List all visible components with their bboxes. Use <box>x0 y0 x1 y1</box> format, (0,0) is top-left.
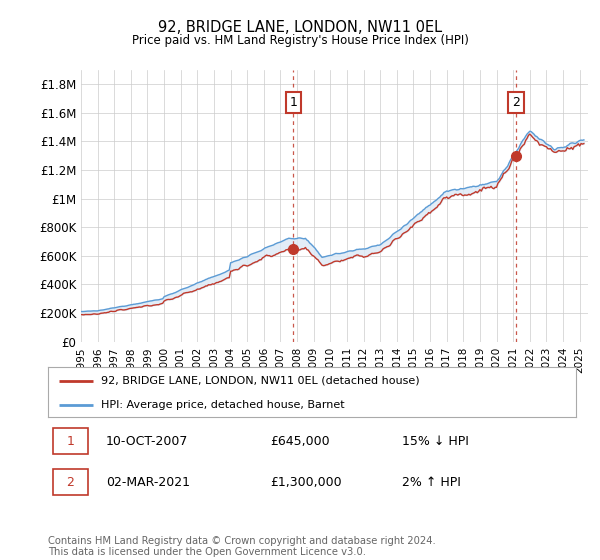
Text: 15% ↓ HPI: 15% ↓ HPI <box>402 435 469 448</box>
Text: 2: 2 <box>512 96 520 109</box>
Text: 1: 1 <box>67 435 74 448</box>
Text: Price paid vs. HM Land Registry's House Price Index (HPI): Price paid vs. HM Land Registry's House … <box>131 34 469 46</box>
Text: 2% ↑ HPI: 2% ↑ HPI <box>402 475 461 488</box>
FancyBboxPatch shape <box>53 469 88 495</box>
Text: £645,000: £645,000 <box>270 435 329 448</box>
Text: £1,300,000: £1,300,000 <box>270 475 341 488</box>
Text: 2: 2 <box>67 475 74 488</box>
Text: HPI: Average price, detached house, Barnet: HPI: Average price, detached house, Barn… <box>101 400 344 409</box>
Text: 92, BRIDGE LANE, LONDON, NW11 0EL (detached house): 92, BRIDGE LANE, LONDON, NW11 0EL (detac… <box>101 376 419 386</box>
FancyBboxPatch shape <box>53 428 88 455</box>
Text: Contains HM Land Registry data © Crown copyright and database right 2024.
This d: Contains HM Land Registry data © Crown c… <box>48 535 436 557</box>
Text: 92, BRIDGE LANE, LONDON, NW11 0EL: 92, BRIDGE LANE, LONDON, NW11 0EL <box>158 20 442 35</box>
Text: 1: 1 <box>290 96 298 109</box>
Text: 02-MAR-2021: 02-MAR-2021 <box>106 475 190 488</box>
Text: 10-OCT-2007: 10-OCT-2007 <box>106 435 188 448</box>
